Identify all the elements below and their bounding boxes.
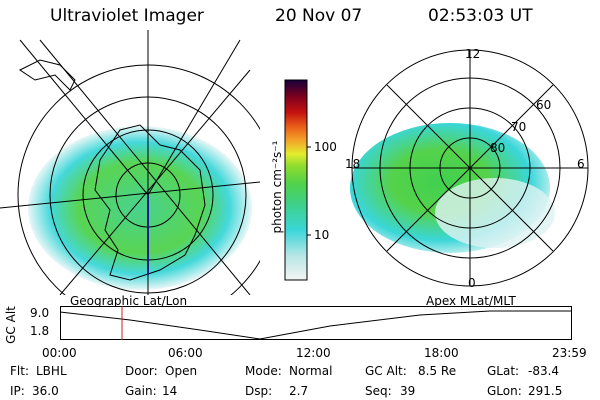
status-filter-value: LBHL [36,364,67,378]
status-gain-value: 14 [162,384,178,398]
status-glon-value: 291.5 [528,384,563,398]
colorbar-unit-label: photon cm⁻²s⁻¹ [270,140,284,234]
status-mode-value: Normal [289,364,333,378]
status-seq-label: Seq: [365,384,392,398]
app-title: Ultraviolet Imager [50,6,204,26]
status-mode-label: Mode: [245,364,282,378]
timeline-xtick-0: 00:00 [42,346,77,360]
status-glat-label: GLat: [487,364,520,378]
status-seq-value: 39 [400,384,416,398]
apex-grid [351,49,589,287]
status-gain-label: Gain: [125,384,157,398]
altitude-timeline [59,306,572,340]
status-glon-label: GLon: [487,384,522,398]
mlt-label-12: 12 [465,47,481,61]
status-door-value: Open [165,364,198,378]
coastline [19,59,76,91]
status-door-label: Door: [125,364,158,378]
status-glat-value: -83.4 [528,364,560,378]
mlt-label-6: 6 [577,157,585,171]
status-ip-label: IP: [10,384,25,398]
status-filter-label: Flt: [10,364,29,378]
timeline-ytick-high: 9.0 [30,306,50,320]
colorbar-tick-10: 10 [314,228,330,242]
colorbar [284,79,311,281]
mlt-label-18: 18 [345,157,361,171]
timeline-xtick-2: 12:00 [296,346,331,360]
geo-caption: Geographic Lat/Lon [70,294,188,308]
lat-label-60: 60 [536,98,552,112]
time-label: 02:53:03 UT [428,6,533,26]
status-ip-value: 36.0 [32,384,59,398]
geo-grid [0,30,260,295]
apex-map [350,49,589,287]
timeline-xtick-4: 23:59 [552,346,587,360]
lat-label-70: 70 [511,120,527,134]
lat-label-80: 80 [490,141,506,155]
timeline-axis-label: GC Alt [3,306,18,344]
apex-caption: Apex MLat/MLT [426,294,516,308]
aurora-oval-geo [28,126,252,290]
status-dsp-label: Dsp: [245,384,273,398]
colorbar-tick-100: 100 [314,140,337,154]
antarctica-outline [94,124,206,281]
status-dsp-value: 2.7 [289,384,309,398]
timeline-xtick-3: 18:00 [424,346,459,360]
mlt-label-0: 0 [468,276,476,290]
timeline-xtick-1: 06:00 [168,346,203,360]
status-gcalt-label: GC Alt: [365,364,407,378]
timeline-ytick-low: 1.8 [30,324,50,338]
geographic-map [0,30,260,295]
date-label: 20 Nov 07 [275,6,363,26]
status-gcalt-value: 8.5 Re [418,364,457,378]
